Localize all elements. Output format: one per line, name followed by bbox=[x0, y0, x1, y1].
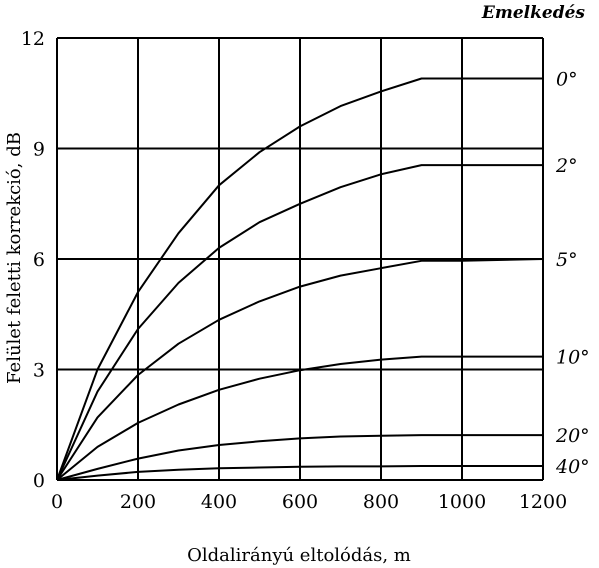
x-tick-label: 1200 bbox=[519, 491, 567, 513]
series-line-3 bbox=[56, 355, 543, 481]
x-tick-label: 0 bbox=[51, 491, 63, 513]
y-tick-label: 3 bbox=[33, 360, 45, 382]
series-lines bbox=[56, 77, 544, 481]
x-tick-label: 1000 bbox=[438, 491, 486, 513]
x-tick-label: 200 bbox=[120, 491, 156, 513]
series-line-5 bbox=[56, 465, 543, 481]
series-labels: 0° 2° 5° 10° 20° 40° bbox=[555, 69, 590, 478]
x-tick-label: 400 bbox=[201, 491, 237, 513]
legend-title: Emelkedés bbox=[481, 3, 586, 23]
y-tick-label: 6 bbox=[33, 249, 45, 271]
grid-lines bbox=[56, 37, 544, 481]
series-line-0 bbox=[56, 77, 543, 481]
series-label-0: 0° bbox=[556, 69, 578, 91]
x-tick-label: 800 bbox=[363, 491, 399, 513]
y-tick-label: 0 bbox=[33, 470, 45, 492]
y-tick-labels: 0 3 6 9 12 bbox=[21, 28, 45, 492]
y-axis-label: Felület feletti korrekció, dB bbox=[4, 132, 25, 384]
series-line-4 bbox=[56, 434, 543, 481]
x-tick-label: 600 bbox=[282, 491, 318, 513]
series-label-2: 5° bbox=[556, 249, 578, 271]
series-label-4: 20° bbox=[555, 425, 590, 447]
series-line-1 bbox=[56, 164, 543, 481]
series-label-5: 40° bbox=[555, 456, 590, 478]
x-tick-labels: 0 200 400 600 800 1000 1200 bbox=[51, 491, 567, 513]
series-label-3: 10° bbox=[556, 347, 590, 369]
series-line-2 bbox=[56, 258, 544, 481]
series-label-1: 2° bbox=[555, 155, 578, 177]
x-axis-label: Oldalirányú eltolódás, m bbox=[187, 545, 411, 566]
y-tick-label: 12 bbox=[21, 28, 45, 50]
y-tick-label: 9 bbox=[33, 139, 45, 161]
